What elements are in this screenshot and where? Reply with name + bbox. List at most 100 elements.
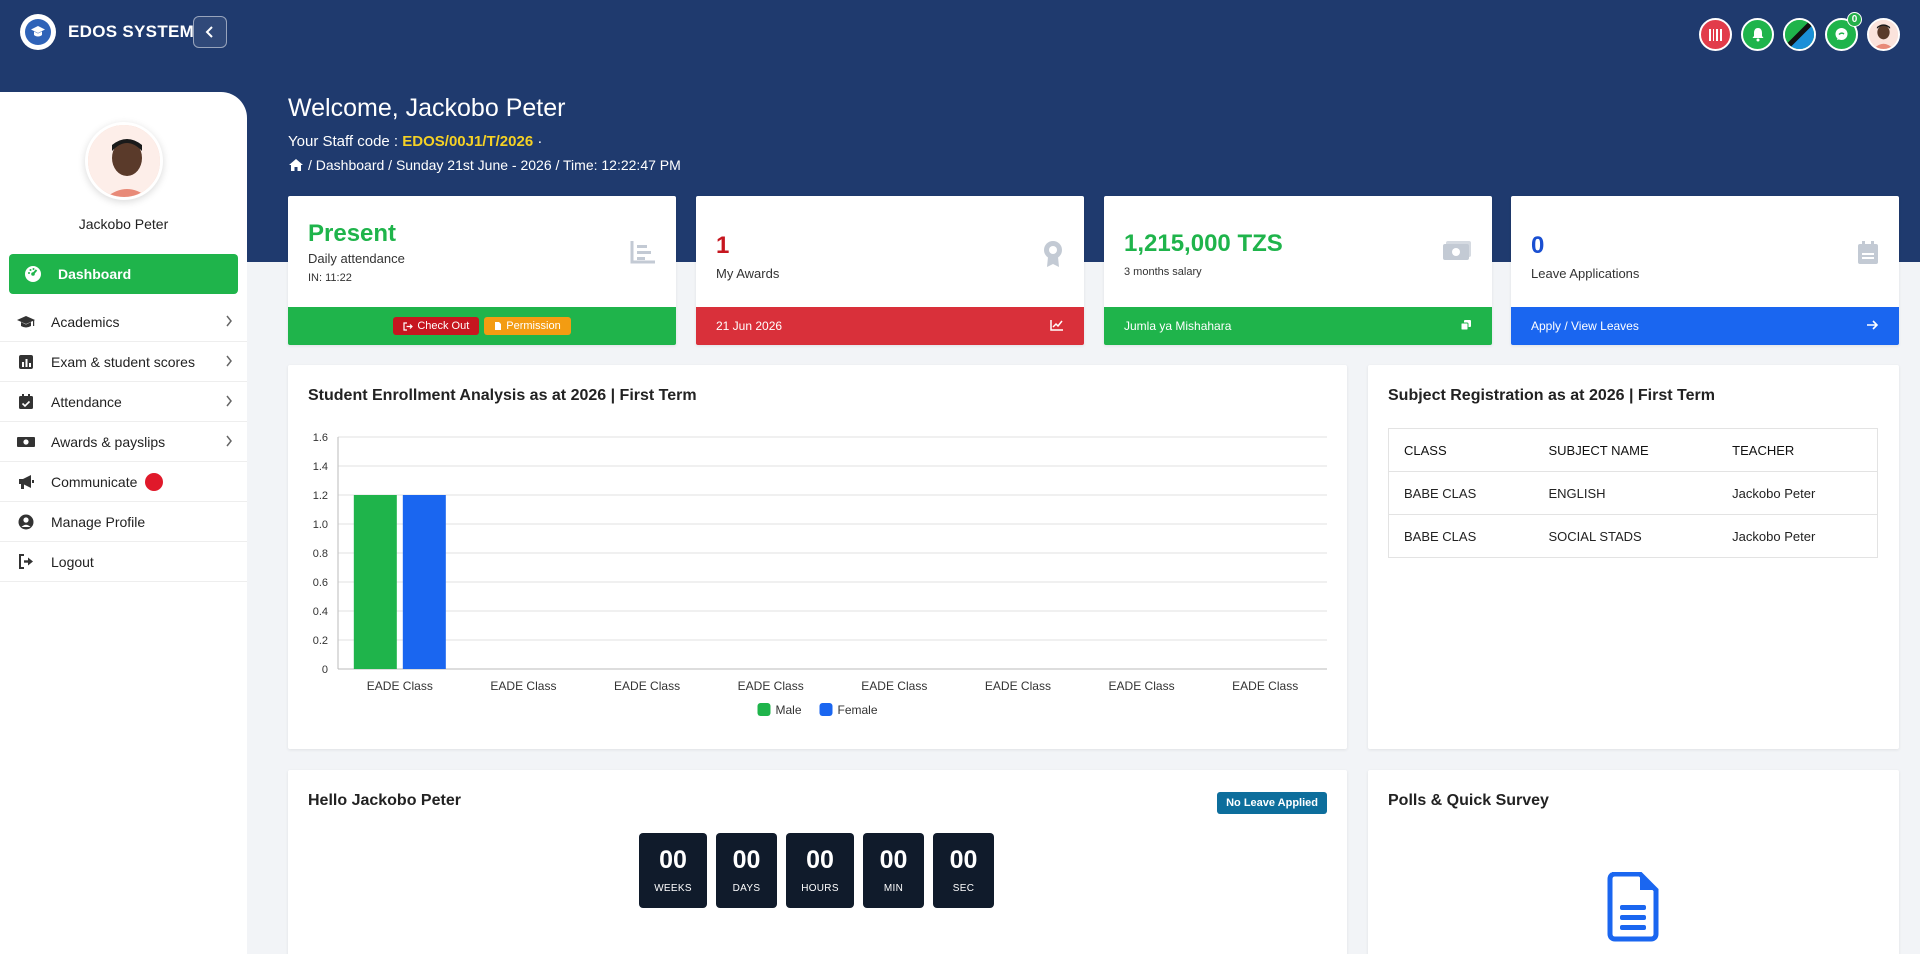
y-tick-label: 1.0 <box>313 519 328 531</box>
attendance-label: Daily attendance <box>308 251 405 266</box>
sidebar-item-communicate[interactable]: Communicate <box>0 462 247 502</box>
check-out-button[interactable]: Check Out <box>393 317 480 335</box>
awards-label: My Awards <box>716 266 780 281</box>
brand[interactable]: EDOS SYSTEM <box>20 14 194 50</box>
list-chart-icon <box>630 241 655 264</box>
countdown-sec: 00 SEC <box>933 833 994 908</box>
status-badge: No Leave Applied <box>1217 792 1327 814</box>
subject-registration-panel: Subject Registration as at 2026 | First … <box>1368 365 1899 749</box>
sidebar-menu: Dashboard Academics Exam & student score… <box>0 254 247 582</box>
sidebar-item-exam-scores[interactable]: Exam & student scores <box>0 342 247 382</box>
breadcrumb-text: / Dashboard / Sunday 21st June - 2026 / … <box>308 157 681 173</box>
legend-label: Female <box>838 703 878 717</box>
tanzania-flag-icon <box>1785 20 1814 49</box>
barcode-button[interactable] <box>1699 18 1732 51</box>
staff-code-label: Your Staff code : <box>288 133 399 150</box>
profile-name: Jackobo Peter <box>78 216 169 232</box>
legend-swatch <box>757 703 771 716</box>
x-tick-label: EADE Class <box>614 679 680 693</box>
countdown-value: 00 <box>879 846 908 874</box>
table-row: BABE CLAS ENGLISH Jackobo Peter <box>1388 471 1878 515</box>
y-tick-label: 1.6 <box>313 432 328 444</box>
y-tick-label: 0.2 <box>313 635 328 647</box>
header-actions: 0 <box>1699 12 1900 51</box>
sidebar-item-dashboard[interactable]: Dashboard <box>9 254 238 294</box>
sidebar-item-label: Exam & student scores <box>51 353 195 370</box>
money-icon <box>16 432 36 452</box>
breadcrumb: / Dashboard / Sunday 21st June - 2026 / … <box>288 157 681 173</box>
countdown-hours: 00 HOURS <box>786 833 854 908</box>
messages-button[interactable]: 0 <box>1825 12 1862 51</box>
table-cell: Jackobo Peter <box>1717 471 1878 515</box>
megaphone-icon <box>16 472 36 492</box>
countdown-value: 00 <box>659 846 687 874</box>
countdown-value: 00 <box>949 846 978 874</box>
app-name: EDOS SYSTEM <box>68 22 195 41</box>
bell-icon <box>1752 28 1763 42</box>
sidebar-item-label: Dashboard <box>58 266 132 282</box>
staff-code-suffix: · <box>537 133 543 150</box>
salary-label: 3 months salary <box>1124 266 1202 278</box>
subject-registration-title: Subject Registration as at 2026 | First … <box>1388 387 1715 404</box>
attendance-card: Present Daily attendance IN: 11:22 Check… <box>288 196 676 345</box>
permission-button[interactable]: Permission <box>484 317 571 335</box>
table-header-row: CLASS SUBJECT NAME TEACHER <box>1388 428 1878 472</box>
countdown-timer: 00 WEEKS 00 DAYS 00 HOURS 00 MIN 00 SEC <box>639 833 994 908</box>
countdown-label: SEC <box>952 883 975 894</box>
x-tick-label: EADE Class <box>1232 679 1298 693</box>
unread-indicator <box>145 472 164 491</box>
salary-amount: 1,215,000 TZS <box>1124 230 1283 257</box>
countdown-days: 00 DAYS <box>716 833 777 908</box>
notifications-button[interactable] <box>1741 18 1774 51</box>
countdown-value: 00 <box>806 846 834 874</box>
home-icon[interactable] <box>288 158 304 172</box>
countdown-weeks: 00 WEEKS <box>639 833 707 908</box>
sidebar-item-attendance[interactable]: Attendance <box>0 382 247 422</box>
sidebar-item-awards-payslips[interactable]: Awards & payslips <box>0 422 247 462</box>
award-icon <box>1044 241 1062 267</box>
table-cell: BABE CLAS <box>1388 514 1534 558</box>
sidebar-toggle-button[interactable] <box>193 16 227 48</box>
leave-card: 0 Leave Applications Apply / View Leaves <box>1511 196 1899 345</box>
hello-panel: Hello Jackobo Peter No Leave Applied 00 … <box>288 770 1347 954</box>
table-cell: SOCIAL STADS <box>1533 514 1718 558</box>
arrow-right-icon <box>1867 320 1879 330</box>
sidebar-item-logout[interactable]: Logout <box>0 542 247 582</box>
polls-panel: Polls & Quick Survey <box>1368 770 1899 954</box>
x-tick-label: EADE Class <box>861 679 927 693</box>
legend-swatch <box>819 703 833 716</box>
polls-title: Polls & Quick Survey <box>1388 792 1549 809</box>
salary-card-footer[interactable]: Jumla ya Mishahara <box>1104 307 1492 345</box>
sidebar-item-label: Manage Profile <box>51 513 146 530</box>
bar-female <box>402 495 446 669</box>
language-button[interactable] <box>1783 18 1816 51</box>
avatar-icon <box>1869 20 1898 49</box>
sidebar: Jackobo Peter Dashboard Academics Exam &… <box>0 92 247 954</box>
awards-card-footer[interactable]: 21 Jun 2026 <box>696 307 1084 345</box>
awards-card: 1 My Awards 21 Jun 2026 <box>696 196 1084 345</box>
page-title: Welcome, Jackobo Peter <box>288 94 566 122</box>
apply-view-leaves-button[interactable]: Apply / View Leaves <box>1511 307 1899 345</box>
countdown-label: HOURS <box>801 883 839 894</box>
sidebar-item-manage-profile[interactable]: Manage Profile <box>0 502 247 542</box>
salary-card: 1,215,000 TZS 3 months salary Jumla ya M… <box>1104 196 1492 345</box>
check-out-label: Check Out <box>417 320 470 332</box>
school-logo-icon <box>20 14 56 50</box>
y-tick-label: 0 <box>322 664 328 676</box>
dashboard-icon <box>23 264 43 284</box>
enrollment-title: Student Enrollment Analysis as at 2026 |… <box>308 387 697 404</box>
x-tick-label: EADE Class <box>738 679 804 693</box>
countdown-value: 00 <box>732 846 761 874</box>
user-avatar[interactable] <box>1867 18 1900 51</box>
chevron-right-icon <box>226 355 232 367</box>
salary-footer-label: Jumla ya Mishahara <box>1124 319 1232 333</box>
y-tick-label: 0.4 <box>313 606 328 618</box>
x-tick-label: EADE Class <box>1109 679 1175 693</box>
leave-label: Leave Applications <box>1531 266 1640 281</box>
sidebar-item-label: Academics <box>51 313 120 330</box>
profile-avatar[interactable] <box>84 122 163 200</box>
sidebar-item-academics[interactable]: Academics <box>0 302 247 342</box>
table-cell: ENGLISH <box>1533 471 1718 515</box>
line-chart-icon <box>1050 320 1063 331</box>
countdown-min: 00 MIN <box>863 833 924 908</box>
